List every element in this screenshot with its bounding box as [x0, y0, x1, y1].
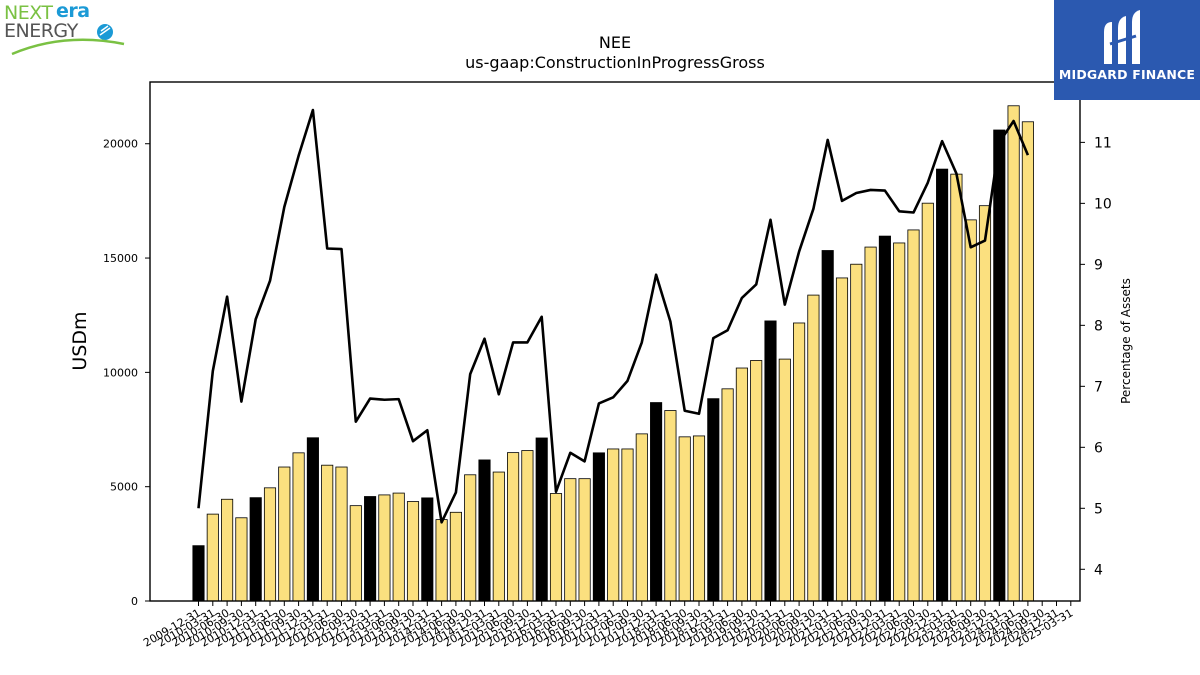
bar [921, 202, 934, 602]
bar [549, 493, 563, 602]
bar [306, 437, 319, 602]
bar [678, 436, 691, 602]
nextera-energy-logo: NEXT era ENERGY [4, 0, 134, 62]
bar [206, 513, 219, 602]
y2-tick-label: 4 [1094, 562, 1103, 578]
brand-text: MIDGARD FINANCE [1058, 67, 1196, 82]
bar [478, 459, 491, 602]
y-tick-label: 15000 [103, 252, 138, 265]
plot-frame [149, 81, 1081, 602]
y-tick-label: 10000 [103, 366, 138, 379]
bar [635, 433, 648, 602]
bar [807, 294, 820, 602]
bar [292, 452, 305, 602]
bar-series [192, 105, 1034, 602]
midgard-mark-icon [1104, 10, 1140, 64]
bar [821, 250, 834, 602]
bar [564, 478, 577, 602]
midgard-finance-logo: MIDGARD FINANCE [1054, 0, 1200, 100]
axes: 0500010000150002000045678910112009-12-31… [103, 81, 1112, 650]
bar [993, 129, 1006, 602]
bar [192, 545, 205, 602]
y-axis-label: USDm [69, 311, 91, 370]
y2-tick-label: 11 [1094, 135, 1112, 151]
logo-era-text: era [56, 0, 90, 22]
bar [793, 322, 806, 602]
bar [406, 501, 420, 602]
bar [735, 367, 748, 602]
bar [907, 229, 920, 602]
bar [721, 388, 734, 602]
bar [764, 320, 777, 602]
y2-tick-label: 8 [1094, 318, 1103, 334]
bar [592, 452, 605, 602]
y2-tick-label: 7 [1094, 379, 1103, 395]
line-series [197, 108, 1030, 524]
bar [578, 478, 591, 602]
bar [750, 360, 763, 602]
bar [607, 448, 620, 602]
bar [464, 474, 477, 602]
bar [449, 511, 462, 602]
bar [664, 410, 677, 602]
bar [492, 471, 505, 602]
bar [850, 263, 863, 602]
logo-next-text: NEXT [4, 2, 53, 24]
y2-tick-label: 6 [1094, 440, 1103, 456]
bar [692, 435, 706, 602]
bar [950, 173, 963, 602]
bar [392, 492, 405, 602]
bar [621, 448, 634, 602]
bar [507, 452, 520, 602]
y2-tick-label: 10 [1094, 196, 1112, 212]
bar [650, 402, 663, 602]
bar [1021, 121, 1034, 602]
y2-axis-label: Percentage of Assets [1119, 278, 1133, 404]
bar [263, 487, 277, 602]
y-tick-label: 0 [131, 595, 138, 608]
bar [864, 246, 877, 602]
logo-swoosh-icon [11, 24, 125, 56]
bar [878, 235, 891, 602]
y-tick-label: 20000 [103, 138, 138, 151]
y-tick-label: 5000 [110, 481, 138, 494]
bar [278, 466, 291, 602]
bar [421, 497, 434, 602]
bar [235, 517, 248, 602]
bar [378, 494, 391, 602]
logo-energy-text: ENERGY [4, 20, 78, 42]
chart-subtitle: us-gaap:ConstructionInProgressGross [465, 53, 765, 72]
bar [435, 519, 448, 602]
bar [335, 466, 348, 602]
bar [893, 242, 906, 602]
bar [364, 496, 377, 602]
bar [535, 437, 548, 602]
bar [1007, 105, 1020, 602]
bar [321, 464, 334, 602]
bar [707, 398, 720, 602]
bar [936, 168, 949, 602]
bar [249, 497, 262, 602]
bar [521, 450, 534, 602]
chart-title: NEE [599, 33, 631, 52]
y2-tick-label: 5 [1094, 501, 1103, 517]
bar [778, 358, 791, 602]
bar [835, 277, 849, 602]
bar [978, 205, 992, 602]
bar [221, 498, 234, 602]
percentage-line [197, 108, 1030, 524]
y2-tick-label: 9 [1094, 257, 1103, 273]
bar [964, 219, 977, 602]
bar [349, 505, 362, 602]
